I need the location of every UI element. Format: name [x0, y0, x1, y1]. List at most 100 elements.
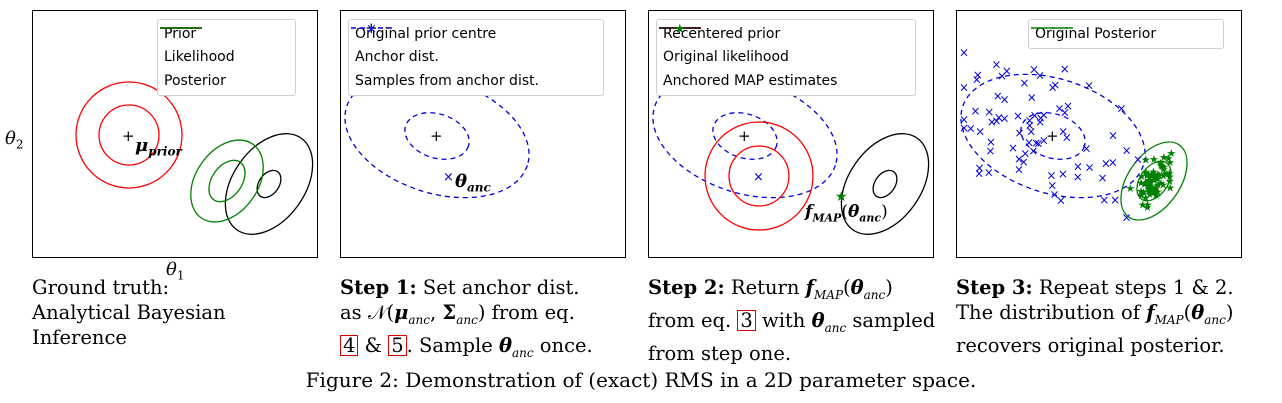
- panel-1-plot: +: [75, 81, 314, 235]
- anchor-inner-contour: [1020, 112, 1086, 160]
- legend-label: Anchor dist.: [355, 49, 439, 66]
- anchor-sample-marker: ×: [1015, 126, 1025, 140]
- map-estimate-marker: ★: [1160, 168, 1170, 181]
- map-estimate-marker: ★: [1139, 186, 1149, 199]
- map-estimate-marker: ★: [1157, 160, 1167, 173]
- likelihood-outer-contour: [840, 133, 930, 235]
- caption-step-3: Step 3: Repeat steps 1 & 2. The distribu…: [956, 275, 1234, 358]
- anchor-sample-marker: ×: [1110, 193, 1120, 207]
- map-estimate-marker: ★: [1138, 199, 1148, 212]
- legend-label: Likelihood: [164, 49, 235, 66]
- y-axis-label: θ2: [5, 128, 24, 152]
- anchor-sample-marker: ×: [1133, 152, 1143, 166]
- anchor-sample-marker: ×: [1026, 124, 1036, 138]
- caption-line: The distribution of fMAP(θanc): [956, 301, 1234, 327]
- map-estimate-marker: ★: [1136, 189, 1146, 202]
- map-estimate-marker: ★: [1140, 178, 1150, 191]
- map-estimate-marker: ★: [1148, 183, 1158, 196]
- map-estimate-marker: ★: [1158, 163, 1168, 176]
- anchor-sample-marker: ×: [1024, 136, 1034, 150]
- map-estimate-marker: ★: [1149, 153, 1159, 166]
- prior-centre-marker: +: [738, 127, 751, 145]
- eq-ref-link[interactable]: 5: [388, 334, 407, 356]
- anchor-sample-marker: ×: [1084, 78, 1094, 92]
- map-estimate-marker: ★: [1165, 171, 1175, 184]
- map-estimate-marker: ★: [1165, 175, 1175, 188]
- likelihood-outer-contour: [224, 133, 314, 235]
- map-estimate-marker: ★: [1150, 183, 1160, 196]
- map-estimate-marker: ★: [1150, 183, 1160, 196]
- anchor-sample-marker: ×: [1101, 156, 1111, 170]
- anchor-sample-marker: ×: [1097, 171, 1107, 185]
- map-estimate-marker: ★: [1144, 171, 1154, 184]
- legend-item-original-posterior: Original Posterior: [1031, 22, 1215, 46]
- map-estimate-marker: ★: [1143, 168, 1153, 181]
- caption-text: Set anchor dist.: [422, 276, 580, 299]
- map-estimate-marker: ★: [1143, 176, 1153, 189]
- anchor-sample-marker: ×: [984, 166, 994, 180]
- map-estimate-marker: ★: [1164, 167, 1174, 180]
- anchor-sample-marker: ×: [991, 114, 1001, 128]
- map-estimate-marker: ★: [1149, 171, 1159, 184]
- eq-ref-link[interactable]: 3: [737, 309, 756, 331]
- map-estimate-marker: ★: [1141, 176, 1151, 189]
- legend-label: Posterior: [164, 72, 226, 89]
- anchor-sample-marker: ×: [985, 144, 995, 158]
- map-estimate-marker: ★: [1137, 170, 1147, 183]
- eq-ref-link[interactable]: 4: [340, 334, 359, 356]
- step-label: Step 3:: [956, 276, 1033, 299]
- legend-label: Prior: [164, 25, 197, 42]
- posterior-inner-contour: [1136, 160, 1172, 202]
- posterior-line-swatch: [1031, 27, 1073, 29]
- anchor-sample-marker: ×: [1033, 136, 1043, 150]
- anchor-sample-marker: ×: [994, 111, 1004, 125]
- map-estimate-marker: ★: [1158, 179, 1168, 192]
- map-estimate-marker: ★: [1136, 185, 1146, 198]
- anchor-sample-marker: ×: [1063, 99, 1073, 113]
- anchor-sample-marker: ×: [1048, 81, 1058, 95]
- step-label: Step 2:: [648, 276, 725, 299]
- anchor-sample-marker: ×: [1073, 170, 1083, 184]
- map-estimate-marker: ★: [1144, 185, 1154, 198]
- anchor-sample-marker: ×: [1108, 156, 1118, 170]
- anchor-sample-marker: ×: [1058, 167, 1068, 181]
- anchor-sample-marker: ×: [1058, 124, 1068, 138]
- legend-item-likelihood: Likelihood: [160, 27, 287, 70]
- panel-4-plot: + ×××× ××××××××××××××××××××××××× ×××××××××…: [959, 45, 1188, 225]
- anchor-sample-marker: ×: [1122, 211, 1132, 225]
- caption-step-1: Step 1: Set anchor dist. as 𝒩(μanc, Σanc…: [340, 275, 593, 366]
- anchor-sample-marker: ×: [1019, 155, 1029, 169]
- caption-step-2: Step 2: Return fMAP(θanc) from eq. 3 wit…: [648, 275, 935, 366]
- anchor-sample-marker: ×: [1047, 178, 1057, 192]
- map-estimate-marker: ★: [1153, 179, 1163, 192]
- anchor-sample-marker: ×: [1014, 162, 1024, 176]
- anchor-sample-marker: ×: [1039, 134, 1049, 148]
- map-estimate-marker: ★: [1144, 183, 1154, 196]
- map-estimate-marker: ★: [1144, 179, 1154, 192]
- caption-line: Analytical Bayesian: [32, 301, 226, 324]
- panel-ground-truth: + μprior Prior Likelihood Posterior: [32, 10, 318, 258]
- anchor-sample-marker: ×: [1025, 119, 1035, 133]
- theta-anc-label: θanc: [455, 171, 491, 195]
- legend-label: Recentered prior: [663, 25, 781, 42]
- map-estimate-marker: ★: [1149, 169, 1159, 182]
- anchor-sample-marker: ×: [1085, 160, 1095, 174]
- caption-ground-truth: Ground truth: Analytical Bayesian Infere…: [32, 275, 226, 350]
- anchor-sample-marker: ×: [1035, 69, 1045, 83]
- legend-label: Original Posterior: [1035, 25, 1157, 42]
- map-estimate-marker: ★: [1153, 168, 1163, 181]
- panel-step-1: + × θanc + Original prior centre Anchor …: [340, 10, 626, 258]
- anchor-sample-marker: ×: [993, 89, 1003, 103]
- anchor-sample-marker: ×: [753, 170, 764, 185]
- caption-line: 4 & 5. Sample θanc once.: [340, 333, 593, 366]
- anchor-sample-marker: ×: [970, 104, 980, 118]
- anchor-sample-marker: ×: [991, 58, 1001, 72]
- anchor-sample-marker: ×: [1008, 141, 1018, 155]
- map-estimate-marker: ★: [1142, 201, 1152, 214]
- map-estimate-marker: ★: [1156, 157, 1166, 170]
- posterior-outer-contour: [190, 139, 264, 223]
- map-estimate-marker: ★: [1143, 199, 1153, 212]
- map-estimate-marker: ★: [1146, 180, 1156, 193]
- map-estimate-marker: ★: [1151, 189, 1161, 202]
- map-estimate-marker: ★: [1156, 159, 1166, 172]
